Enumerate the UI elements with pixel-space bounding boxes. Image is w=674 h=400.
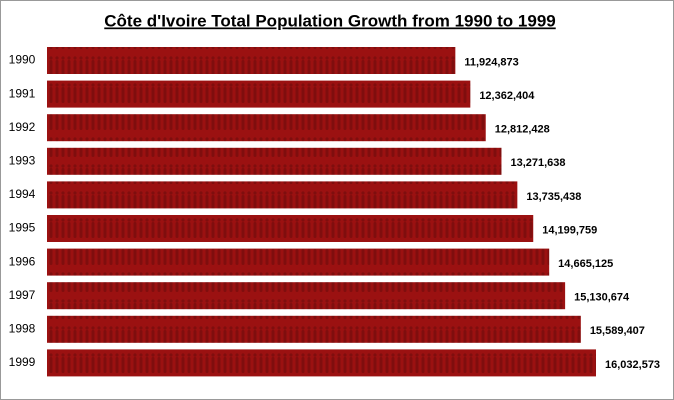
category-label: 1997 <box>9 288 36 302</box>
bar-pattern <box>47 114 486 142</box>
value-label: 12,362,404 <box>479 90 535 102</box>
value-label: 13,271,638 <box>510 157 565 169</box>
value-label: 15,589,407 <box>590 325 645 337</box>
chart-title: Côte d'Ivoire Total Population Growth fr… <box>104 11 555 30</box>
category-label: 1999 <box>9 355 36 369</box>
value-label: 14,665,125 <box>558 258 613 270</box>
category-label: 1992 <box>9 120 36 134</box>
bar-pattern <box>47 80 471 108</box>
bar-pattern <box>47 349 596 377</box>
category-label: 1990 <box>9 53 36 67</box>
category-label: 1994 <box>9 187 36 201</box>
category-label: 1996 <box>9 254 36 268</box>
bar-pattern <box>47 215 534 242</box>
category-label: 1993 <box>9 153 36 167</box>
value-label: 15,130,674 <box>574 292 630 304</box>
value-label: 13,735,438 <box>526 191 581 203</box>
value-label: 12,812,428 <box>495 124 550 136</box>
category-label: 1998 <box>9 321 36 335</box>
value-label: 16,032,573 <box>605 359 660 371</box>
bar-pattern <box>47 181 518 209</box>
bar-pattern <box>47 147 502 175</box>
value-label: 11,924,873 <box>464 56 518 68</box>
value-label: 14,199,759 <box>542 224 597 236</box>
category-label: 1991 <box>9 86 36 100</box>
bar-pattern <box>47 282 566 310</box>
bar-pattern <box>47 47 456 74</box>
bar-pattern <box>47 315 581 343</box>
bar-pattern <box>47 248 550 276</box>
category-label: 1995 <box>9 221 36 235</box>
